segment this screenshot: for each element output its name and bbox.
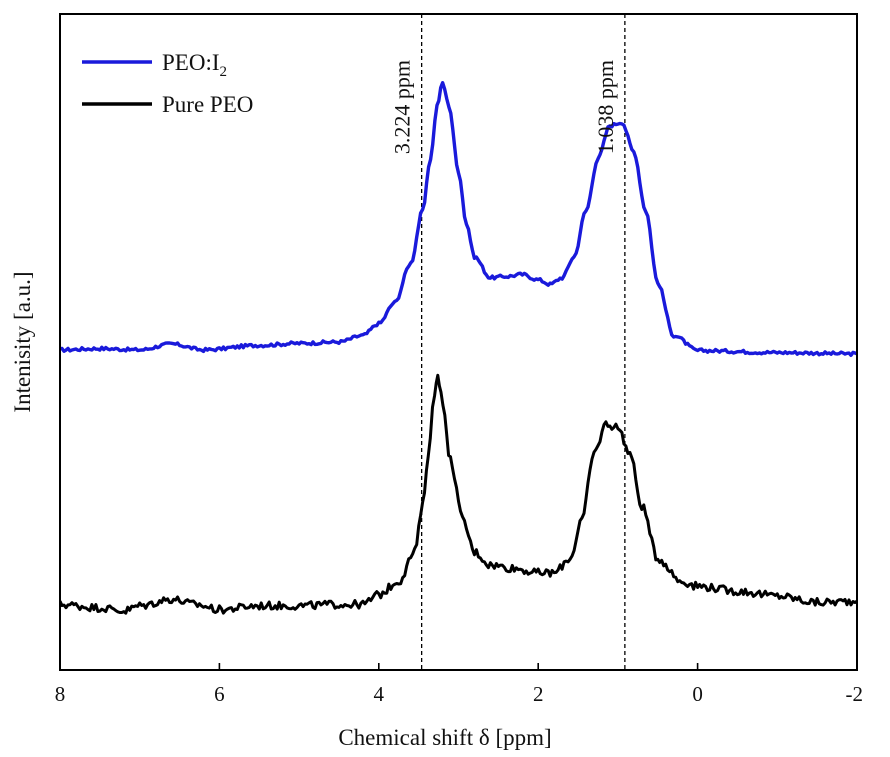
x-axis-tick-labels: 8 6 4 2 0 -2 [55, 682, 863, 706]
x-tick-label-1: 6 [214, 682, 225, 706]
x-tick-label-3: 2 [533, 682, 544, 706]
plot-frame [59, 13, 858, 671]
x-tick-label-5: -2 [846, 682, 864, 706]
x-tick-label-4: 0 [692, 682, 703, 706]
plot-area [59, 13, 858, 671]
series-layer [61, 81, 856, 615]
x-tick-label-2: 4 [374, 682, 385, 706]
series-line-pure-peo [61, 373, 856, 615]
legend-label-peo-i2-sub: 2 [220, 64, 228, 80]
y-axis-label: Intenisity [a.u.] [10, 271, 35, 412]
legend-label-pure-peo: Pure PEO [162, 92, 253, 117]
x-axis-ticks [59, 663, 858, 670]
annotation-label-1: 1.038 ppm [593, 60, 618, 154]
x-axis-label: Chemical shift δ [ppm] [338, 725, 551, 750]
x-tick-label-0: 8 [55, 682, 66, 706]
legend: PEO:I2 Pure PEO [82, 50, 253, 117]
annotation-lines [420, 14, 626, 670]
series-line-peo-i2 [61, 81, 856, 357]
annotation-label-0: 3.224 ppm [390, 60, 415, 154]
annotation-labels: 3.224 ppm 1.038 ppm [390, 60, 618, 154]
legend-label-peo-i2: PEO:I2 [162, 50, 227, 80]
legend-label-peo-i2-main: PEO:I [162, 50, 220, 75]
